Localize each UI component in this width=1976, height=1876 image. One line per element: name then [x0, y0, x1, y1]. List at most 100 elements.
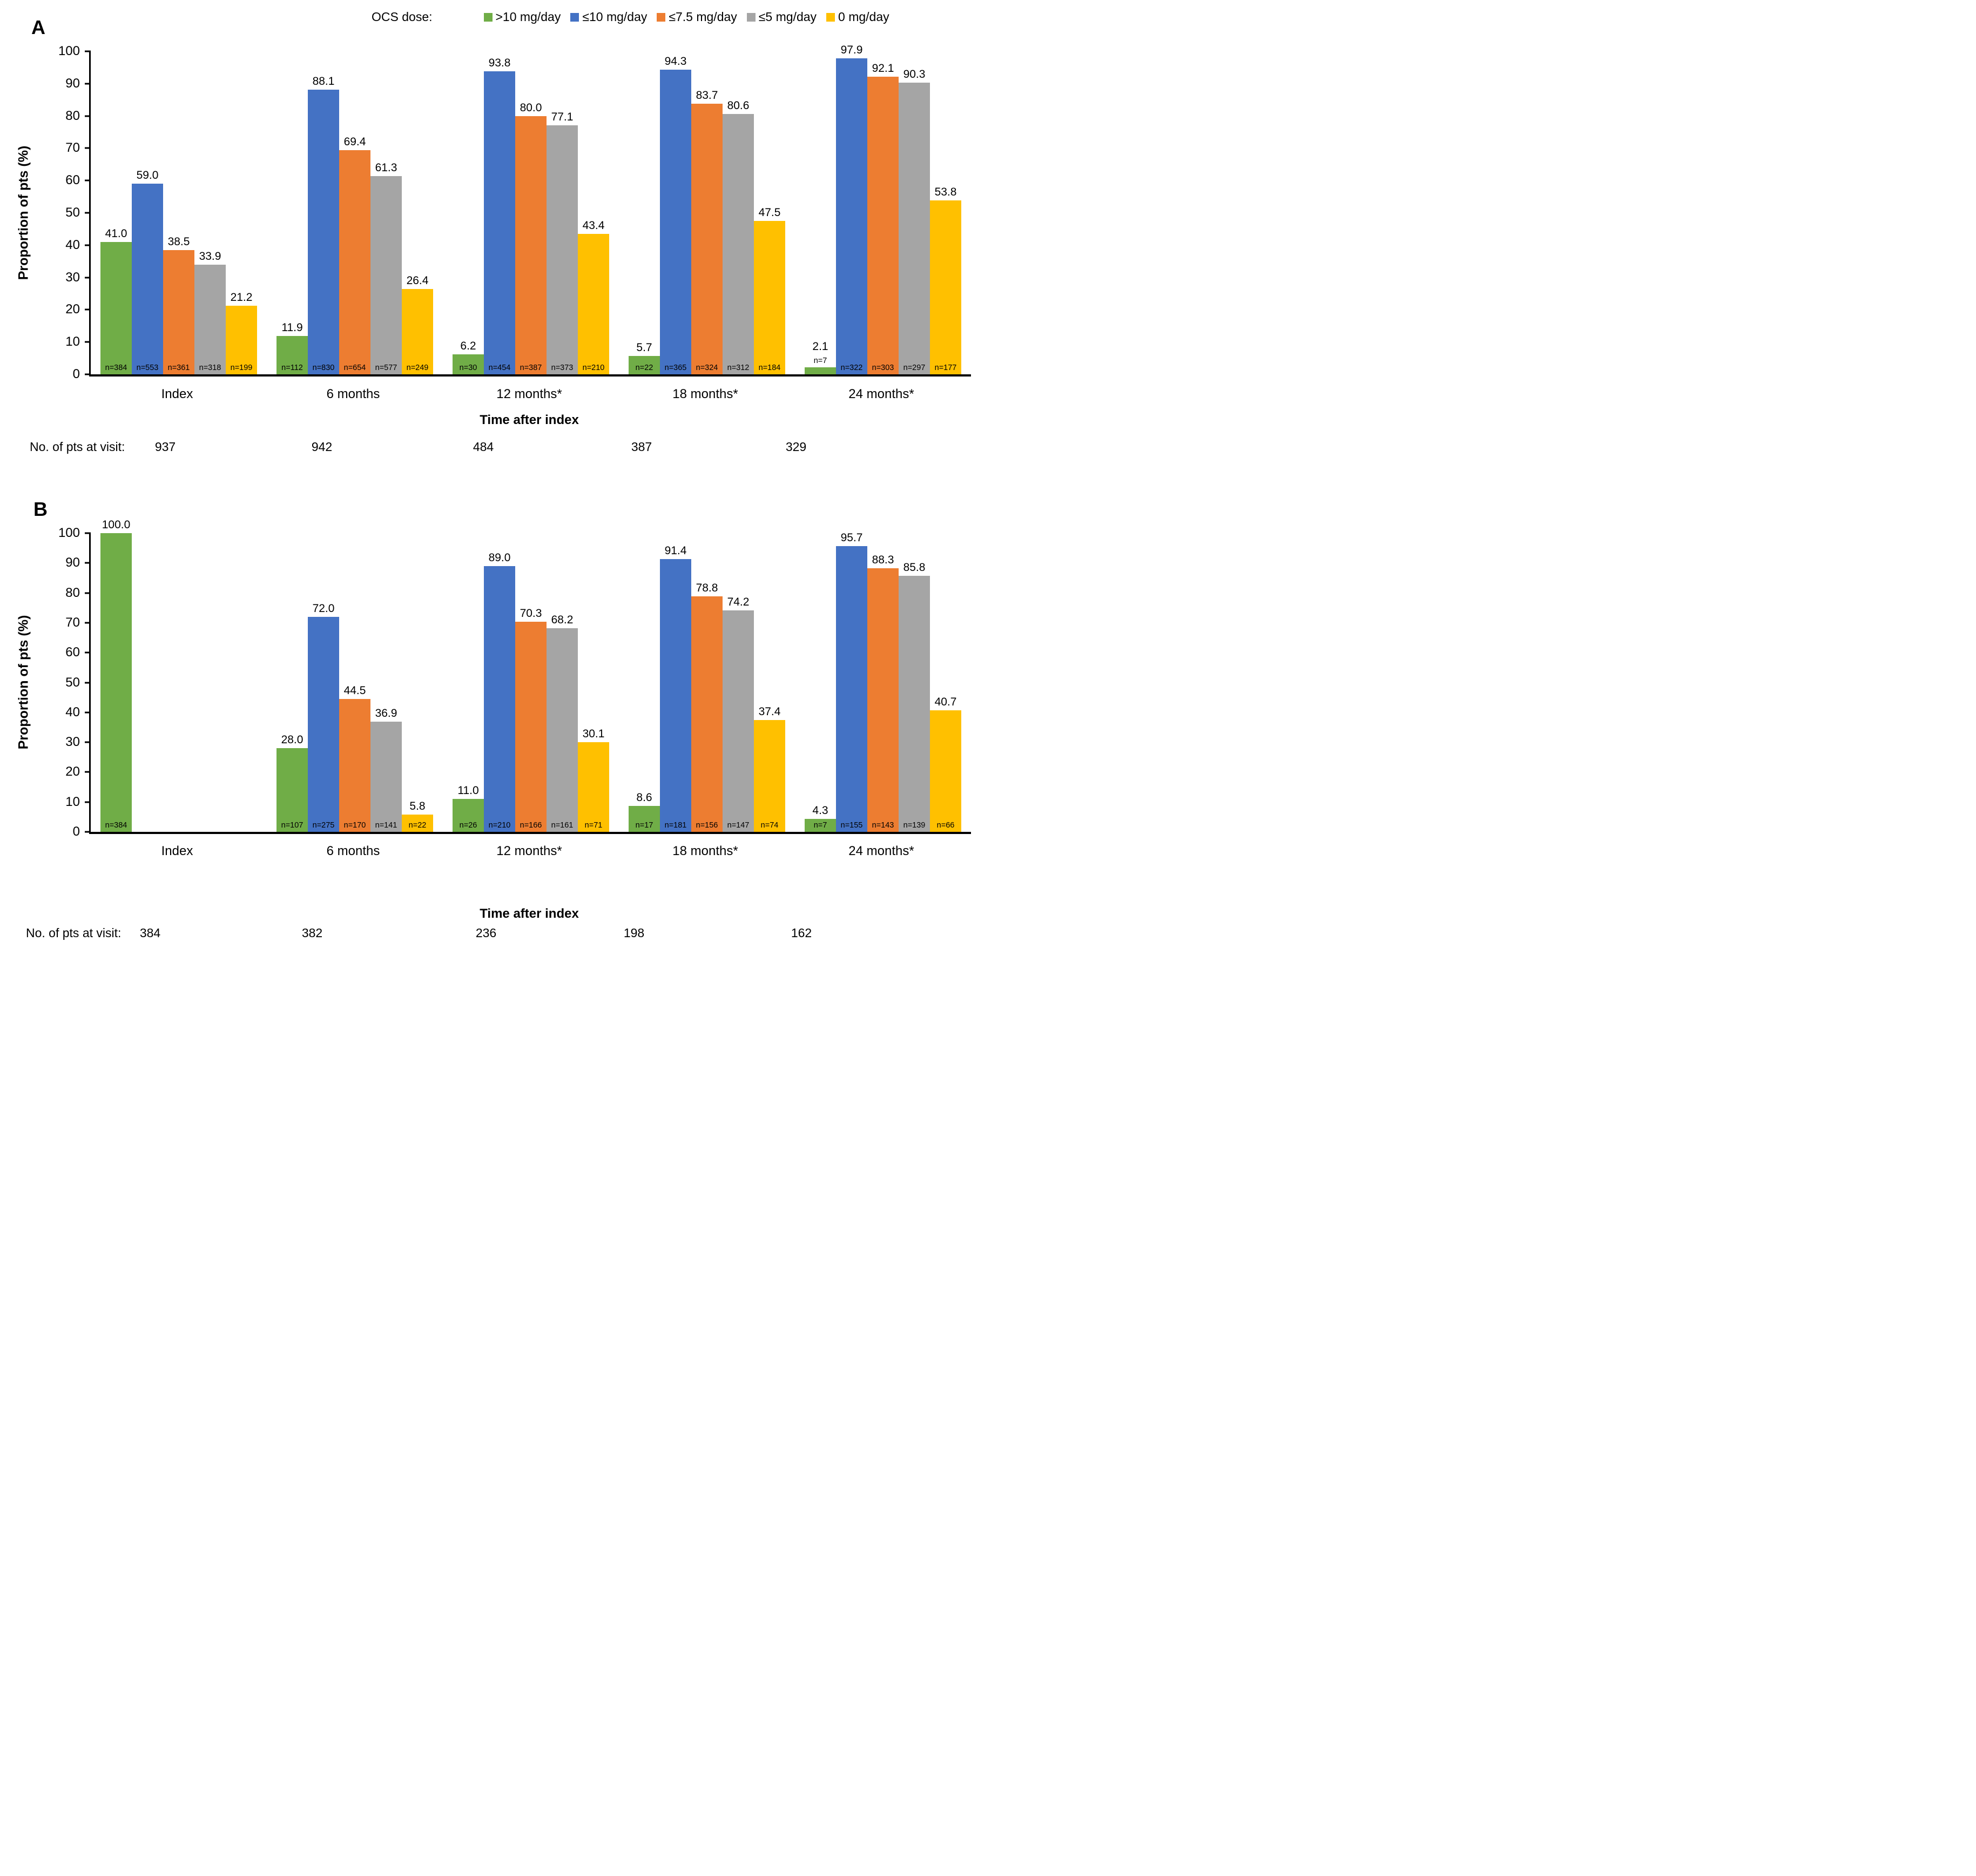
- bar-n-label: n=249: [406, 363, 429, 372]
- y-tick-mark: [85, 341, 91, 343]
- bar-series-4-cat-0: 21.2 n=199: [226, 292, 257, 374]
- bar-n-label: n=166: [520, 821, 542, 830]
- bar-series-4-cat-3: 47.5 n=184: [754, 207, 785, 374]
- bar-series-3-cat-4: 85.8 n=139: [899, 562, 930, 832]
- bar-group-12-months-: 6.2 n=30 93.8 n=454 80.0 n=387 77.1 n=373 43.4 n=…: [443, 51, 619, 374]
- bar-n-label: n=141: [375, 821, 397, 830]
- bar-value-label: 38.5: [167, 235, 190, 248]
- bar-n-label: n=830: [312, 363, 335, 372]
- y-tick-label: 70: [65, 140, 80, 156]
- bar-series-4-cat-4: 53.8 n=177: [930, 186, 961, 374]
- bar-value-label: 88.1: [312, 75, 335, 88]
- figure-canvas: OCS dose: >10 mg/day ≤10 mg/day ≤7.5 mg/da…: [0, 0, 988, 948]
- bar-n-label: n=112: [281, 363, 303, 372]
- bar-series-2-cat-3: 83.7 n=324: [691, 90, 723, 374]
- bar-n-label: n=26: [459, 821, 477, 830]
- pts-at-visit-count: 198: [623, 926, 645, 940]
- bar-series-0-cat-1: 11.9 n=112: [276, 322, 308, 374]
- bar-group-12-months-: 11.0 n=26 89.0 n=210 70.3 n=166 68.2 n=161 30.1 n…: [443, 533, 619, 832]
- y-tick-label: 60: [65, 645, 80, 660]
- bar-value-label: 5.7: [636, 341, 652, 354]
- bar-n-label: n=324: [696, 363, 718, 372]
- bar-n-label: n=384: [105, 821, 127, 830]
- bar-n-label: n=139: [903, 821, 926, 830]
- bar-series-3-cat-0: 33.9 n=318: [194, 251, 226, 374]
- bar-value-label: 11.0: [457, 784, 479, 797]
- y-tick-label: 90: [65, 76, 80, 91]
- x-tick-label: 6 months: [326, 844, 380, 858]
- y-tick-mark: [85, 622, 91, 624]
- bar-series-2-cat-4: 92.1 n=303: [867, 63, 899, 374]
- x-tick-label: Index: [161, 387, 193, 401]
- x-tick-label: 12 months*: [496, 844, 562, 858]
- panel-a-x-axis-labels: Index 6 months 12 months* 18 months* 24 mont…: [89, 387, 969, 402]
- legend-swatch-green: [483, 12, 493, 22]
- y-tick-mark: [85, 831, 91, 833]
- bar-n-label: n=155: [840, 821, 863, 830]
- bar-value-label: 88.3: [872, 553, 894, 566]
- y-tick-mark: [85, 50, 91, 52]
- bar-series-1-cat-2: 89.0 n=210: [484, 552, 515, 832]
- pts-at-visit-count: 942: [311, 440, 333, 454]
- y-tick-mark: [85, 711, 91, 714]
- bar-series-1-cat-4: 95.7 n=155: [836, 532, 867, 832]
- bar-value-label: 70.3: [520, 607, 542, 620]
- y-tick-label: 100: [58, 526, 80, 540]
- bar-value-label: 97.9: [840, 43, 863, 56]
- bar-n-label: n=365: [664, 363, 687, 372]
- x-tick-label: 18 months*: [672, 844, 738, 858]
- bar-value-label: 59.0: [136, 169, 159, 182]
- bar-value-label: 28.0: [281, 734, 304, 747]
- y-tick-label: 10: [65, 334, 80, 349]
- y-tick-label: 20: [65, 764, 80, 779]
- bar-value-label: 41.0: [105, 227, 127, 240]
- y-tick-label: 40: [65, 237, 80, 252]
- bar-n-label: n=322: [840, 363, 863, 372]
- legend: OCS dose: >10 mg/day ≤10 mg/day ≤7.5 mg/da…: [372, 10, 889, 24]
- bar-n-label: n=275: [312, 821, 335, 830]
- bar-n-label: n=297: [903, 363, 926, 372]
- bar-n-label: n=312: [727, 363, 750, 372]
- bar-n-label: n=553: [136, 363, 159, 372]
- bar-value-label: 21.2: [230, 291, 253, 304]
- y-tick-label: 0: [72, 367, 80, 381]
- bar-value-label: 100.0: [102, 519, 131, 531]
- bar-value-label: 89.0: [488, 551, 511, 564]
- bar-group-6-months: 11.9 n=112 88.1 n=830 69.4 n=654 61.3 n=577 26.4…: [267, 51, 443, 374]
- pts-at-visit-count: 484: [473, 440, 494, 454]
- bar-series-1-cat-1: 72.0 n=275: [308, 603, 339, 832]
- bar-n-label: n=177: [934, 363, 957, 372]
- pts-at-visit-label: No. of pts at visit:: [26, 926, 122, 940]
- bar-n-label: n=384: [105, 363, 127, 372]
- bar-value-label: 61.3: [375, 162, 397, 174]
- bar-value-label: 83.7: [696, 89, 718, 102]
- y-tick-mark: [85, 244, 91, 246]
- y-tick-mark: [85, 277, 91, 279]
- bar-series-0-cat-0: 41.0 n=384: [100, 228, 132, 374]
- bar-n-label: n=161: [551, 821, 574, 830]
- bar-n-label: n=17: [635, 821, 653, 830]
- panel-b-plot-area: 0 10 20 30 40 50 60 70 80 90 100 100.0 n=384 28.0 n=10…: [58, 519, 971, 838]
- x-tick-label: Index: [161, 844, 193, 858]
- bar-series-0-cat-3: 5.7 n=22: [629, 342, 660, 374]
- bar-series-1-cat-1: 88.1 n=830: [308, 76, 339, 374]
- pts-at-visit-count: 937: [154, 440, 176, 454]
- bar-value-label: 93.8: [488, 57, 511, 70]
- y-tick-label: 30: [65, 270, 80, 285]
- bar-series-3-cat-3: 80.6 n=312: [723, 100, 754, 374]
- y-tick-mark: [85, 651, 91, 654]
- bar-n-label: n=318: [199, 363, 221, 372]
- bar-value-label: 95.7: [840, 531, 863, 544]
- bar-n-label: n=184: [758, 363, 781, 372]
- legend-item-label: 0 mg/day: [838, 10, 889, 24]
- bar-n-label: n=7: [813, 356, 827, 365]
- legend-item-label: ≤10 mg/day: [582, 10, 648, 24]
- bar-series-0-cat-4: 2.1 n=7: [805, 341, 836, 374]
- y-tick-label: 30: [65, 735, 80, 750]
- bar-n-label: n=199: [230, 363, 253, 372]
- y-tick-mark: [85, 147, 91, 149]
- y-tick-mark: [85, 562, 91, 564]
- bar-value-label: 30.1: [582, 727, 605, 740]
- bar-series-2-cat-3: 78.8 n=156: [691, 582, 723, 832]
- bar-value-label: 43.4: [582, 219, 605, 232]
